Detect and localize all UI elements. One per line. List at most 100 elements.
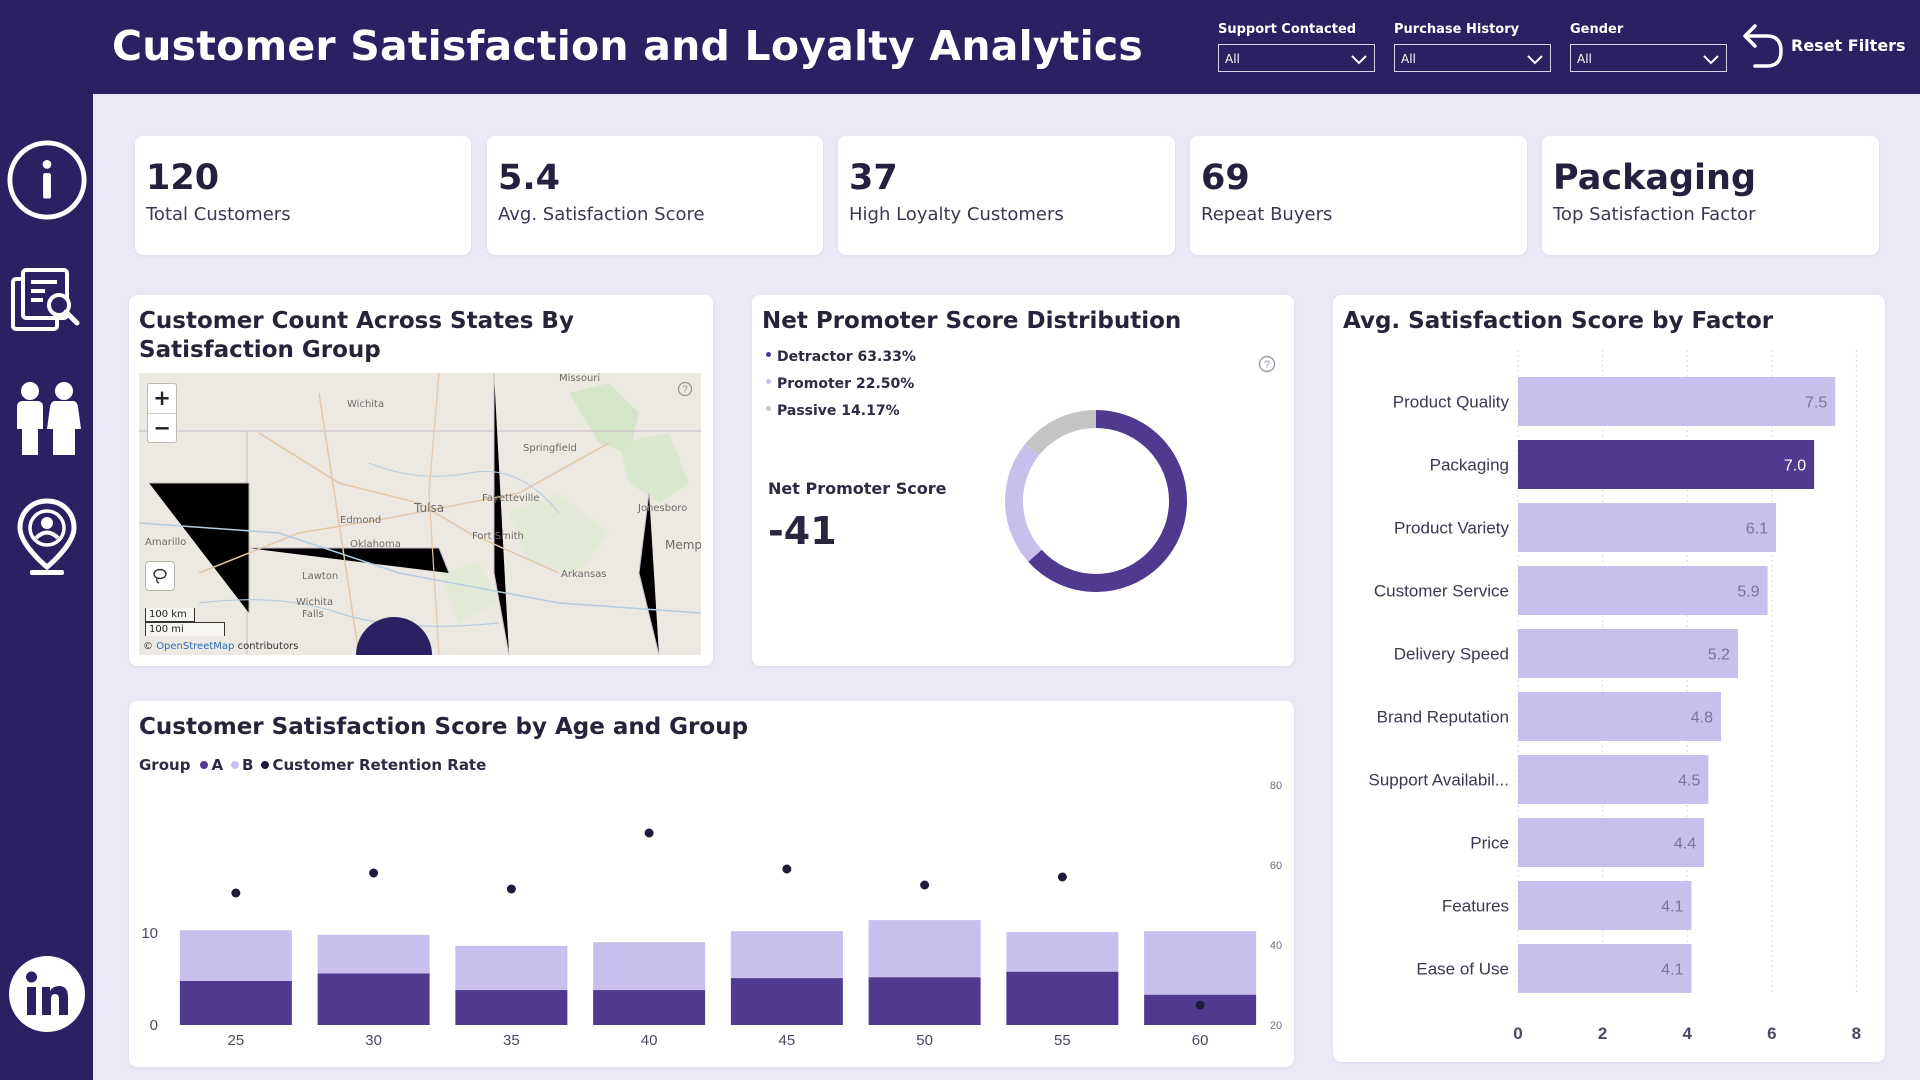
bar-value-label: 5.9 xyxy=(1737,584,1759,601)
reset-filters-label: Reset Filters xyxy=(1791,35,1906,55)
retention-point[interactable] xyxy=(644,828,654,838)
bar-group-b[interactable] xyxy=(730,931,843,979)
factor-bar[interactable] xyxy=(1518,944,1692,993)
map-label: Memp xyxy=(665,538,701,552)
bar-value-label: 7.0 xyxy=(1784,458,1806,475)
map-label: Arkansas xyxy=(561,569,607,580)
bar-group-a[interactable] xyxy=(868,977,981,1025)
factor-bar[interactable] xyxy=(1518,440,1815,489)
retention-point[interactable] xyxy=(920,880,930,890)
y2-tick: 20 xyxy=(1270,1020,1282,1032)
chevron-down-icon xyxy=(1527,55,1543,65)
x-tick: 6 xyxy=(1767,1024,1776,1043)
bar-group-a[interactable] xyxy=(1144,994,1257,1025)
map-label: Edmond xyxy=(340,515,382,526)
bar-group-a[interactable] xyxy=(455,990,568,1025)
map-info-icon[interactable]: ? xyxy=(677,381,693,397)
bar-group-a[interactable] xyxy=(593,990,706,1025)
zoom-out-button[interactable]: − xyxy=(148,413,176,442)
bar-value-label: 4.1 xyxy=(1661,899,1683,916)
map-label: Springfield xyxy=(523,443,577,454)
retention-point[interactable] xyxy=(782,864,792,874)
x-tick: 60 xyxy=(1192,1032,1209,1049)
category-label: Packaging xyxy=(1430,456,1509,475)
x-tick: 55 xyxy=(1054,1032,1071,1049)
bar-group-a[interactable] xyxy=(1006,971,1119,1025)
factor-bar[interactable] xyxy=(1518,629,1738,678)
donut-slice-1[interactable] xyxy=(1005,410,1187,592)
bar-group-b[interactable] xyxy=(317,934,430,974)
x-tick: 45 xyxy=(779,1032,796,1049)
retention-point[interactable] xyxy=(506,884,516,894)
filter-gender: Gender All xyxy=(1570,22,1727,72)
zoom-in-button[interactable]: + xyxy=(153,386,171,410)
factor-bar[interactable] xyxy=(1518,881,1692,930)
factor-bar[interactable] xyxy=(1518,755,1709,804)
age-group-card: Customer Satisfaction Score by Age and G… xyxy=(129,701,1294,1067)
retention-point[interactable] xyxy=(1195,1000,1205,1010)
kpi-label: Repeat Buyers xyxy=(1201,204,1333,225)
x-tick: 30 xyxy=(365,1032,382,1049)
factor-bar[interactable] xyxy=(1518,566,1768,615)
bar-group-a[interactable] xyxy=(730,978,843,1025)
x-tick: 4 xyxy=(1682,1024,1692,1043)
factor-bar[interactable] xyxy=(1518,818,1705,867)
zoom-controls: + − xyxy=(147,383,177,443)
filter-support-contacted: Support Contacted All xyxy=(1218,22,1375,72)
factor-bar[interactable] xyxy=(1518,503,1777,552)
kpi-value: 37 xyxy=(849,158,898,198)
help-icon[interactable]: ? xyxy=(1258,355,1276,373)
chevron-down-icon xyxy=(1351,55,1367,65)
retention-point[interactable] xyxy=(369,868,379,878)
osm-link[interactable]: OpenStreetMap xyxy=(156,641,235,652)
bar-group-b[interactable] xyxy=(179,930,292,981)
map-scale: 100 km 100 mi xyxy=(145,608,225,636)
kpi-label: Avg. Satisfaction Score xyxy=(498,204,705,225)
map-view[interactable]: Wichita Missouri Springfield Tulsa Fayet… xyxy=(139,373,701,655)
legend-label: Detractor 63.33% xyxy=(777,349,916,365)
bar-group-b[interactable] xyxy=(1144,931,1257,995)
donut-slice-2[interactable] xyxy=(1005,410,1187,592)
x-tick: 35 xyxy=(503,1032,520,1049)
retention-point[interactable] xyxy=(231,888,241,898)
sidebar-item-report[interactable] xyxy=(6,259,88,341)
bar-value-label: 4.1 xyxy=(1661,962,1683,979)
factor-title: Avg. Satisfaction Score by Factor xyxy=(1343,308,1774,334)
map-label: Oklahoma xyxy=(350,539,401,550)
bar-group-a[interactable] xyxy=(179,980,292,1025)
sidebar-item-customers[interactable] xyxy=(6,378,88,460)
report-search-icon xyxy=(11,268,80,331)
dropdown-value: All xyxy=(1577,52,1592,66)
kpi-label: High Loyalty Customers xyxy=(849,204,1064,225)
map-label: Amarillo xyxy=(145,537,187,548)
sidebar-item-linkedin[interactable] xyxy=(6,953,88,1035)
y-tick: 10 xyxy=(141,925,158,942)
bar-group-b[interactable] xyxy=(868,920,981,978)
category-label: Delivery Speed xyxy=(1394,645,1509,664)
category-label: Brand Reputation xyxy=(1377,708,1509,727)
kpi-card-high-loyalty: 37 High Loyalty Customers xyxy=(838,136,1175,255)
bar-group-b[interactable] xyxy=(593,942,706,991)
sidebar-item-info[interactable] xyxy=(6,139,88,221)
bar-group-b[interactable] xyxy=(1006,932,1119,972)
legend-title: Group xyxy=(139,756,191,774)
factor-bar[interactable] xyxy=(1518,377,1836,426)
purchase-history-dropdown[interactable]: All xyxy=(1394,44,1551,72)
scale-km: 100 km xyxy=(145,608,195,622)
bar-value-label: 6.1 xyxy=(1746,521,1768,538)
bar-group-b[interactable] xyxy=(455,945,568,991)
gender-dropdown[interactable]: All xyxy=(1570,44,1727,72)
map-card: Customer Count Across States By Satisfac… xyxy=(129,295,713,666)
factor-bar[interactable] xyxy=(1518,692,1722,741)
bar-group-a[interactable] xyxy=(317,973,430,1025)
support-contacted-dropdown[interactable]: All xyxy=(1218,44,1375,72)
x-tick: 50 xyxy=(916,1032,933,1049)
sidebar-item-location[interactable] xyxy=(6,496,88,578)
factor-chart: 0 2 4 6 8 Product Quality 7.5 Packaging 7.0 Produ… xyxy=(1369,350,1861,1043)
x-tick: 40 xyxy=(641,1032,658,1049)
lasso-select-button[interactable] xyxy=(145,561,175,591)
legend-label-retention: Customer Retention Rate xyxy=(272,756,487,774)
retention-point[interactable] xyxy=(1057,872,1067,882)
legend-label: Promoter 22.50% xyxy=(777,376,915,392)
reset-filters-button[interactable]: Reset Filters xyxy=(1741,20,1906,70)
